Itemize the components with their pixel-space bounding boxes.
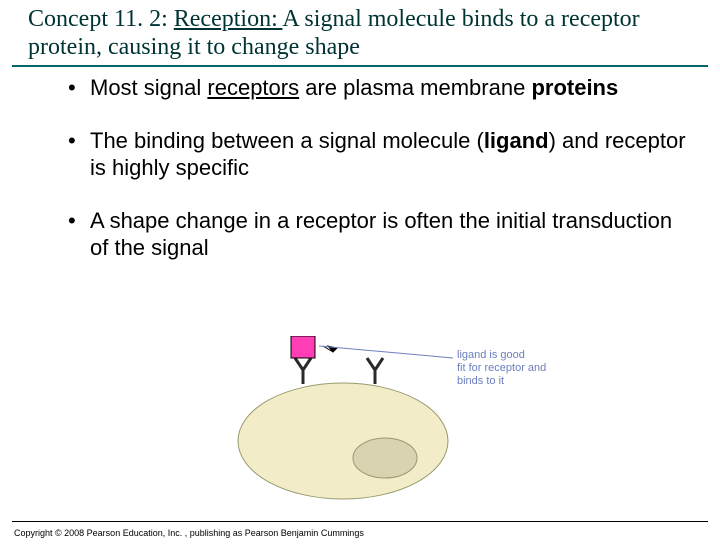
bullet-text: Most signal: [90, 75, 207, 100]
receptor-right-icon: [367, 358, 383, 384]
bullet-text: ligand: [484, 128, 549, 153]
bullet-text: are plasma membrane: [299, 75, 531, 100]
copyright-text: Copyright © 2008 Pearson Education, Inc.…: [14, 528, 364, 538]
cell-diagram: ligand is good fit for receptor and bind…: [225, 336, 565, 506]
bullet-item: A shape change in a receptor is often th…: [68, 208, 692, 262]
bullet-list: Most signal receptors are plasma membran…: [28, 75, 692, 261]
footer-divider: [12, 521, 708, 522]
ligand-icon: [291, 336, 315, 358]
bullet-item: Most signal receptors are plasma membran…: [68, 75, 692, 102]
nucleus-icon: [353, 438, 417, 478]
bullet-text: proteins: [531, 75, 618, 100]
bullet-item: The binding between a signal molecule (l…: [68, 128, 692, 182]
title-divider: [12, 65, 708, 67]
ligand-label: ligand is good fit for receptor and bind…: [457, 349, 549, 387]
cell-body-icon: [238, 383, 448, 499]
receptor-left-icon: [295, 358, 311, 384]
bullet-text: receptors: [207, 75, 299, 100]
title-underlined: Reception:: [174, 6, 283, 32]
title-prefix: Concept 11. 2:: [28, 6, 174, 32]
slide-title: Concept 11. 2: Reception: A signal molec…: [28, 6, 692, 61]
bullet-text: The binding between a signal molecule (: [90, 128, 484, 153]
bullet-text: A shape change in a receptor is often th…: [90, 208, 672, 260]
label-pointer-icon: [319, 346, 453, 358]
